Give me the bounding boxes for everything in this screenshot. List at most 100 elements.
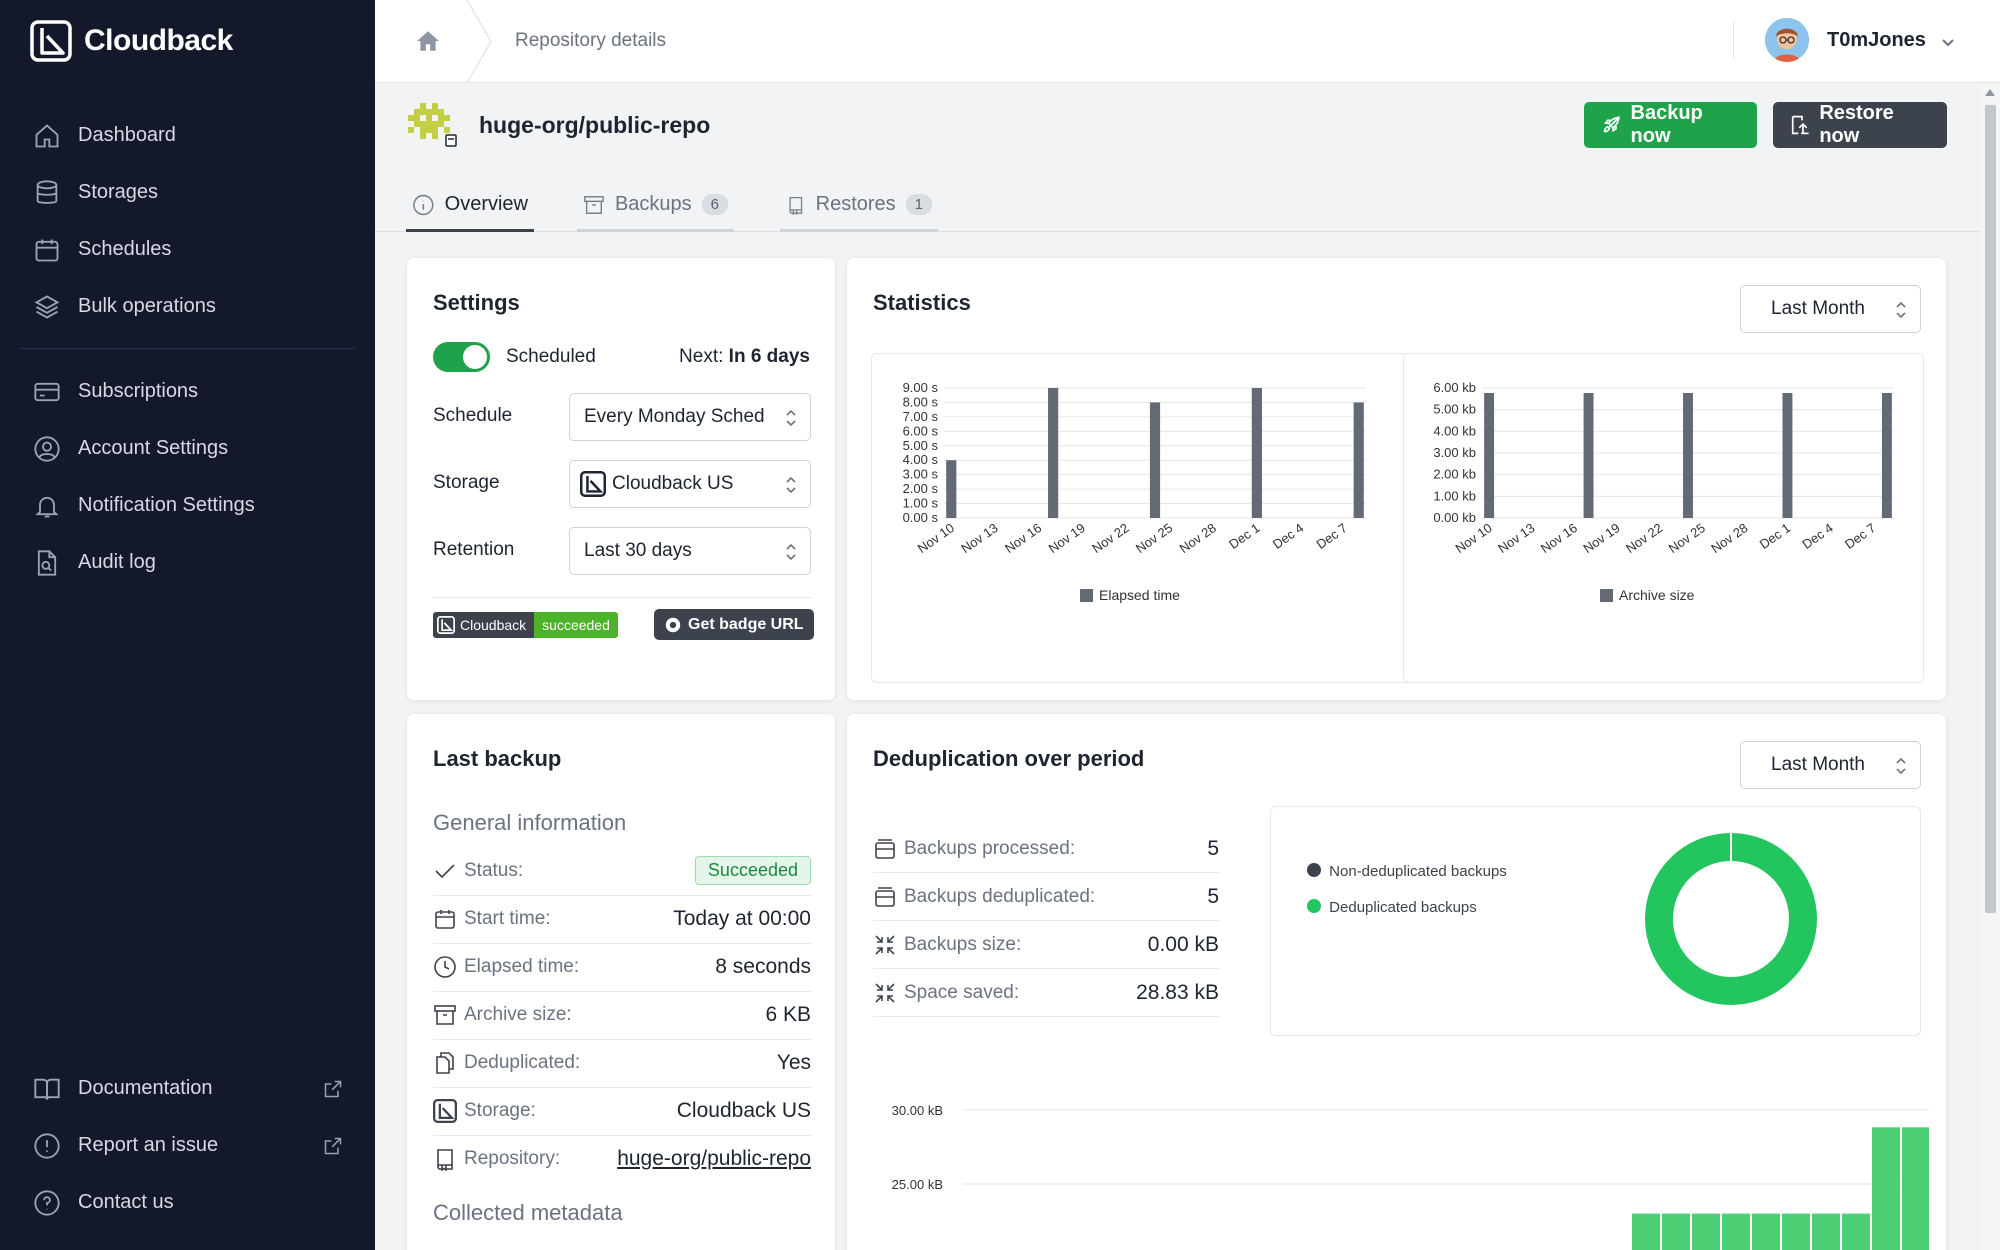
avatar[interactable] [1765, 18, 1809, 62]
sidebar-item-audit-log[interactable]: Audit log [0, 534, 375, 591]
x-tick-label: Nov 25 [1133, 520, 1175, 556]
status-row: Status: Succeeded [433, 848, 811, 896]
restore-upload-icon [1791, 115, 1809, 135]
elapsed-time-row: Elapsed time: 8 seconds [433, 944, 811, 992]
sidebar-nav-account: Subscriptions Account Settings Notificat… [0, 363, 375, 591]
cloudback-icon [433, 1099, 457, 1123]
y-tick-label: 2.00 kb [1433, 467, 1476, 482]
scrollbar[interactable] [1981, 83, 2000, 1250]
x-tick-label: Dec 7 [1313, 520, 1349, 552]
get-badge-url-button[interactable]: Get badge URL [654, 609, 814, 640]
sidebar-item-report-issue[interactable]: Report an issue [0, 1117, 375, 1174]
sidebar-item-bulk-operations[interactable]: Bulk operations [0, 278, 375, 335]
x-tick-label: Dec 4 [1799, 520, 1835, 552]
storage-row: Storage: Cloudback US [433, 1088, 811, 1136]
y-tick-label: 1.00 kb [1433, 488, 1476, 503]
bar [1662, 1213, 1690, 1250]
scroll-thumb[interactable] [1985, 105, 1996, 913]
settings-title: Settings [433, 290, 520, 315]
bar [1048, 388, 1059, 518]
last-backup-title: Last backup [433, 746, 562, 771]
y-tick-label: 4.00 s [903, 452, 939, 467]
y-tick-label: 0.00 kb [1433, 510, 1476, 525]
backups-deduplicated-key: Backups deduplicated: [904, 886, 1096, 907]
start-time-row: Start time: Today at 00:00 [433, 896, 811, 944]
restore-now-button[interactable]: Restore now [1773, 102, 1947, 148]
x-tick-label: Nov 16 [1002, 520, 1044, 556]
x-tick-label: Nov 16 [1538, 520, 1580, 556]
statistics-period-select[interactable]: Last Month [1740, 285, 1921, 333]
y-tick-label: 5.00 s [903, 438, 939, 453]
next-run-value: In 6 days [728, 346, 810, 367]
help-circle-icon [32, 1188, 62, 1218]
archive-box-icon [873, 837, 897, 861]
schedule-select[interactable]: Every Monday Schedule [569, 393, 811, 441]
archive-size-key: Archive size: [464, 1004, 572, 1025]
start-time-value: Today at 00:00 [673, 907, 811, 930]
x-tick-label: Nov 25 [1666, 520, 1708, 556]
chevron-down-icon[interactable] [1940, 34, 1956, 50]
sidebar-nav: Dashboard Storages Schedules Bulk operat… [0, 107, 375, 335]
sidebar-item-documentation[interactable]: Documentation [0, 1060, 375, 1117]
scheduled-toggle[interactable] [433, 342, 490, 372]
dedup-period-select[interactable]: Last Month [1740, 741, 1921, 789]
backup-now-button[interactable]: Backup now [1584, 102, 1757, 148]
sidebar-item-subscriptions[interactable]: Subscriptions [0, 363, 375, 420]
repository-row: Repository: huge-org/public-repo [433, 1136, 811, 1184]
credit-card-icon [32, 377, 62, 407]
bar [1812, 1213, 1840, 1250]
sidebar-item-notification-settings[interactable]: Notification Settings [0, 477, 375, 534]
repo-icon [433, 1147, 457, 1172]
tab-label: Backups [614, 193, 692, 215]
legend-label: Deduplicated backups [1329, 899, 1477, 916]
x-tick-label: Nov 28 [1708, 520, 1750, 556]
home-icon[interactable] [415, 28, 441, 54]
repository-link[interactable]: huge-org/public-repo [617, 1147, 811, 1170]
tab-backups[interactable]: Backups 6 [577, 180, 734, 232]
legend-swatch [1600, 589, 1613, 602]
sidebar-item-account-settings[interactable]: Account Settings [0, 420, 375, 477]
sidebar-item-schedules[interactable]: Schedules [0, 221, 375, 278]
legend-non-deduplicated: Non-deduplicated backups [1307, 863, 1507, 880]
retention-select[interactable]: Last 30 days [569, 527, 811, 575]
database-icon [32, 178, 62, 208]
username[interactable]: T0mJones [1827, 29, 1926, 51]
top-bar: Repository details T0mJones [375, 0, 2000, 83]
start-time-key: Start time: [464, 908, 551, 929]
cloudback-logo-icon [30, 20, 72, 62]
storage-select-value: Cloudback US [612, 473, 734, 494]
sidebar-item-storages[interactable]: Storages [0, 164, 375, 221]
tab-count-badge: 1 [905, 194, 932, 215]
get-badge-url-label: Get badge URL [688, 615, 804, 633]
y-tick-label: 1.00 s [903, 496, 939, 511]
sidebar-item-label: Subscriptions [78, 380, 199, 402]
y-tick-label: 3.00 s [903, 467, 939, 482]
x-tick-label: Nov 28 [1177, 520, 1219, 556]
tab-restores[interactable]: Restores 1 [780, 180, 938, 232]
breadcrumb-separator [466, 0, 492, 83]
y-tick-label: 0.00 s [903, 510, 939, 525]
header-divider [1733, 22, 1734, 58]
space-saved-value: 28.83 kB [1136, 981, 1219, 1004]
dedup-period-value: Last Month [1771, 754, 1865, 775]
x-tick-label: Dec 4 [1270, 520, 1306, 552]
calendar-icon [32, 235, 62, 265]
external-link-icon [323, 1136, 343, 1156]
breadcrumb[interactable]: Repository details [515, 30, 667, 51]
select-chevron-icon [1894, 299, 1908, 321]
sidebar-item-label: Documentation [78, 1077, 213, 1099]
tab-overview[interactable]: Overview [406, 180, 534, 232]
scroll-up-icon[interactable] [1985, 89, 1995, 96]
status-badge: Succeeded [694, 856, 811, 885]
bar [1484, 392, 1495, 518]
sidebar-item-dashboard[interactable]: Dashboard [0, 107, 375, 164]
next-run-prefix: Next: [679, 346, 724, 367]
x-tick-label: Nov 19 [1046, 520, 1088, 556]
storage-label: Storage [433, 472, 500, 493]
sidebar-item-contact-us[interactable]: Contact us [0, 1174, 375, 1231]
bar [1752, 1213, 1780, 1250]
app-logo[interactable]: Cloudback [30, 20, 233, 62]
status-badge: Cloudback succeeded [433, 612, 618, 638]
space-saved-row: Space saved: 28.83 kB [873, 969, 1219, 1017]
storage-select[interactable]: Cloudback US [569, 460, 811, 508]
